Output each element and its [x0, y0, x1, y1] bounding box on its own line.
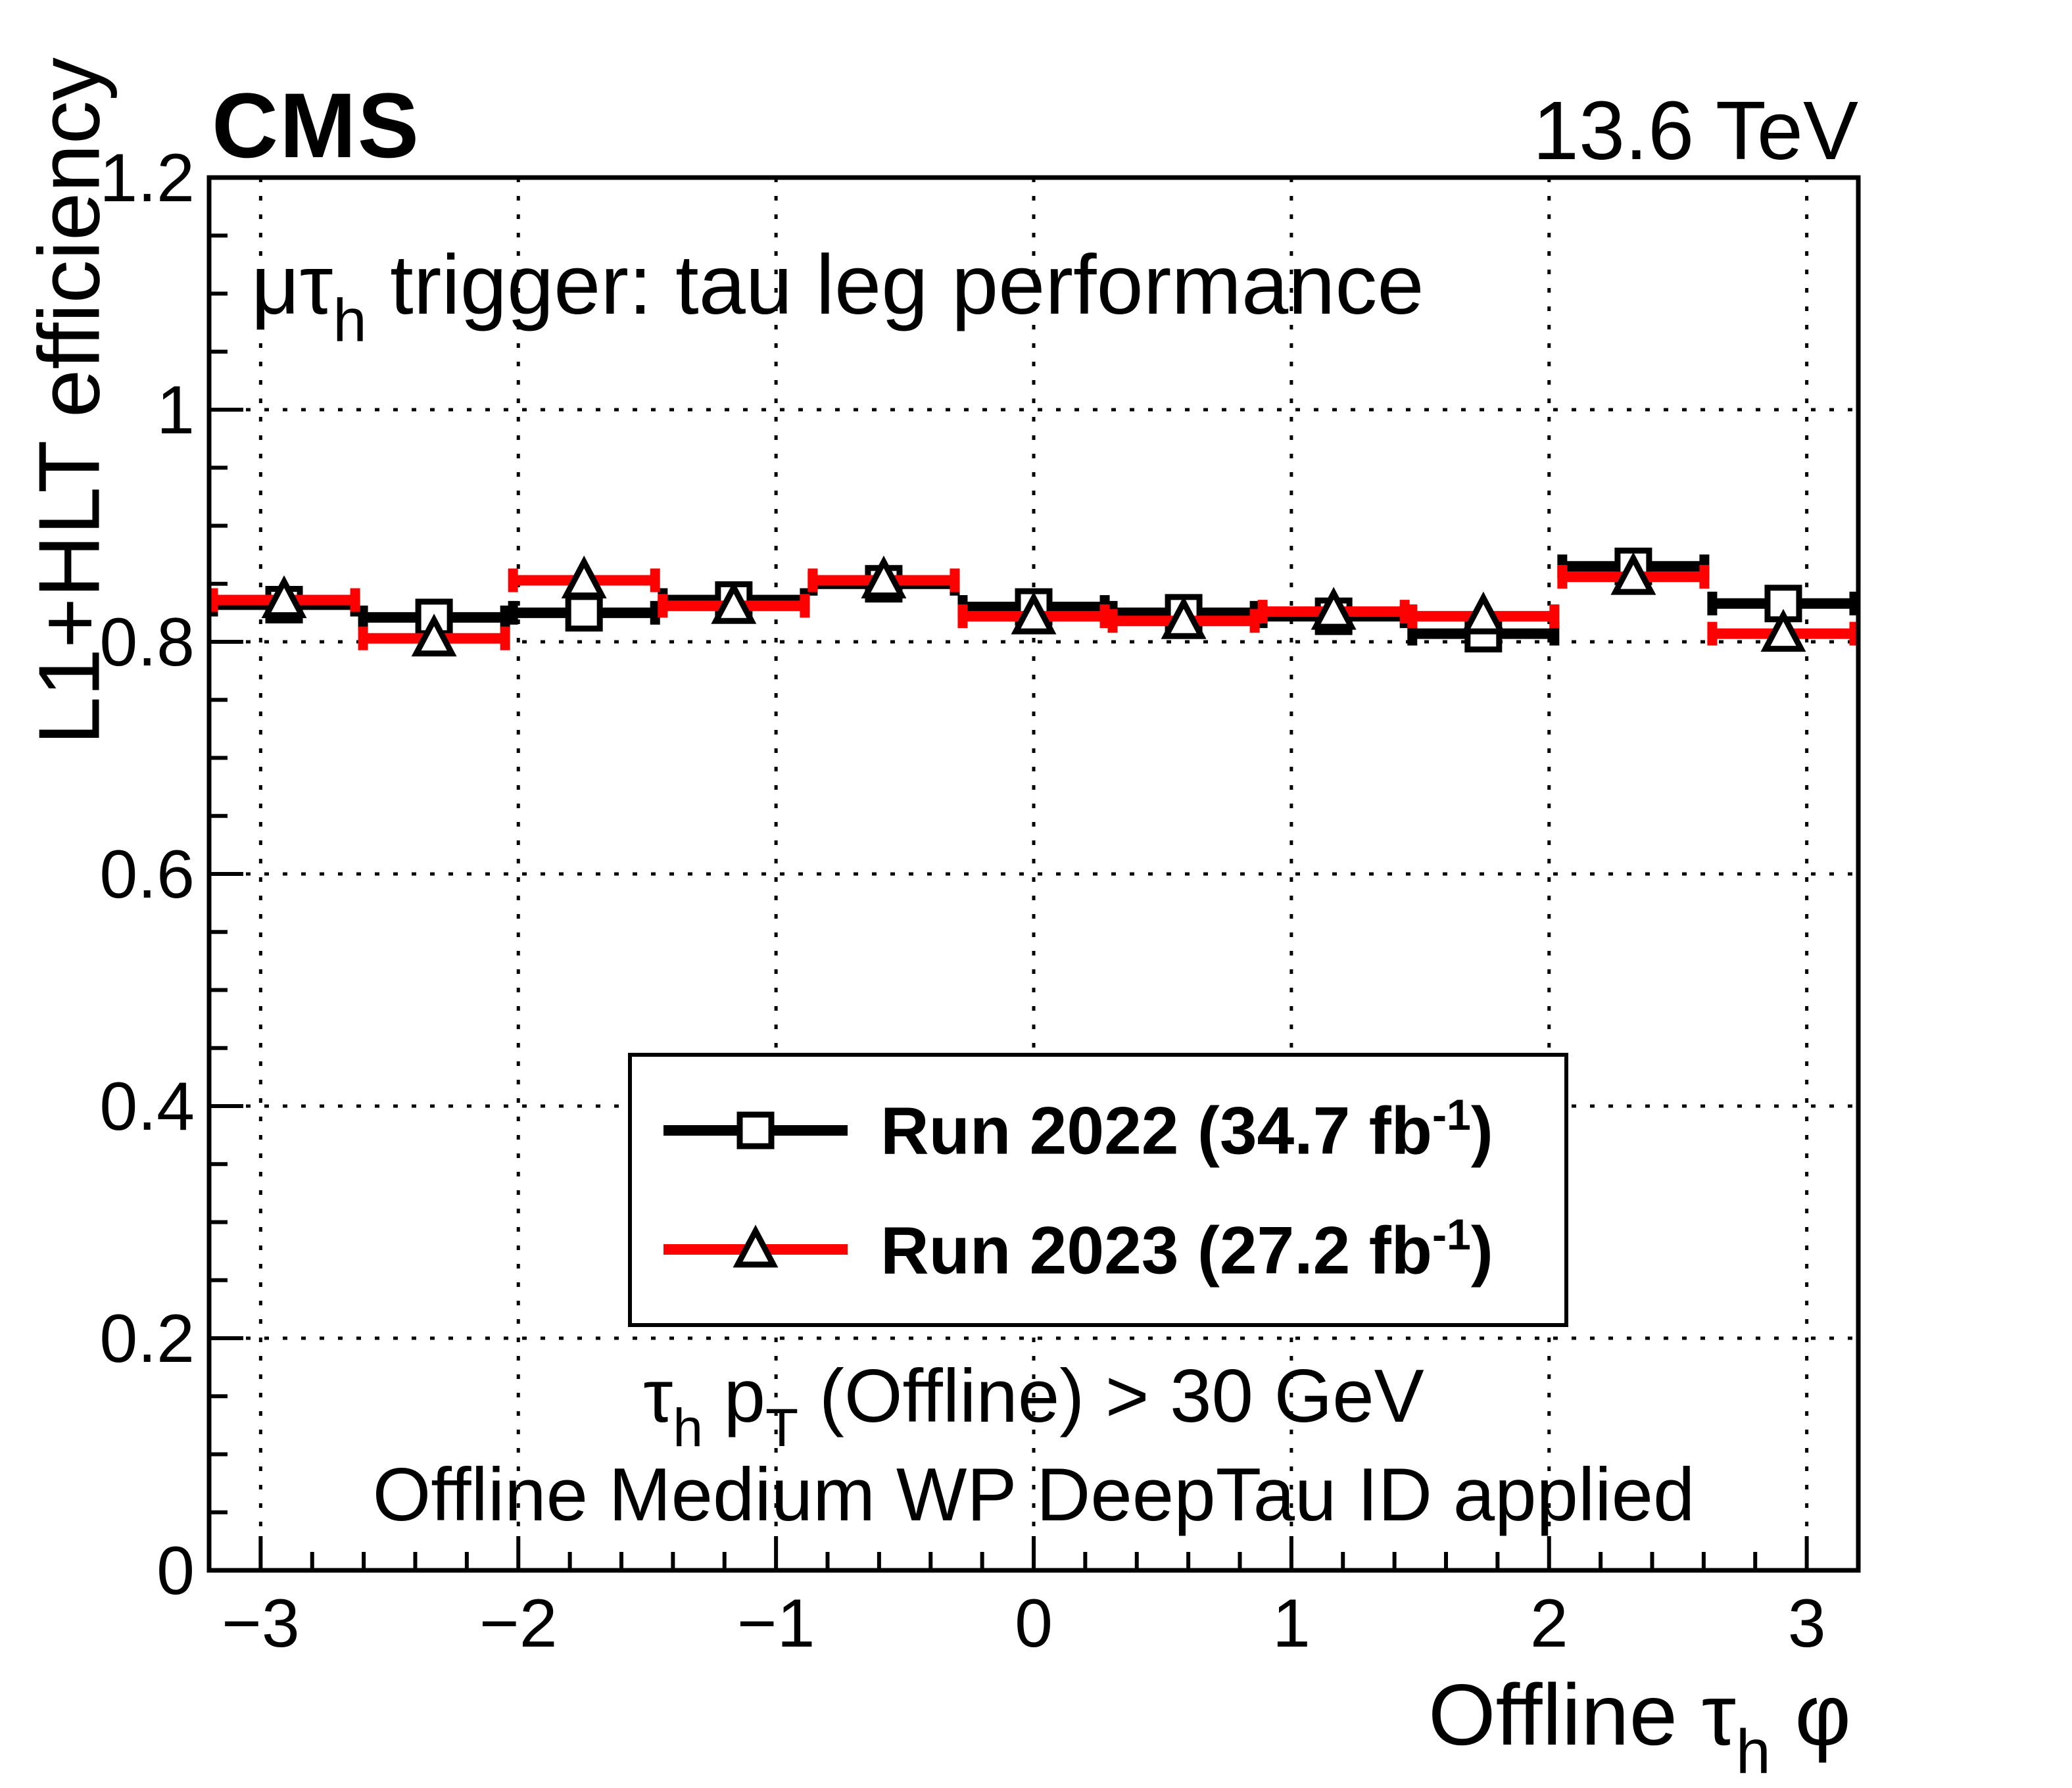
series-run2022-square-marker [565, 594, 603, 632]
series-run2023-triangle-marker [1311, 587, 1357, 630]
page: { "header": { "experiment": "CMS", "ener… [20, 57, 1861, 1787]
experiment-logo: CMS [212, 74, 421, 177]
series-run2023-triangle-marker [861, 555, 907, 598]
x-axis-title-post: φ [1770, 1666, 1851, 1763]
legend-label-part: ) [1470, 1213, 1493, 1288]
x-tick-label: 2 [1530, 1585, 1568, 1662]
series-run2023-triangle-marker [411, 614, 457, 657]
legend-sample-open-triangle [663, 1224, 848, 1268]
cut1-sub-T: T [765, 1397, 799, 1458]
x-tick-label: −3 [222, 1585, 300, 1662]
y-tick-label: 0.8 [99, 604, 195, 681]
plot-title-pre: μτ [251, 238, 333, 332]
efficiency-chart-canvas [206, 175, 1861, 1573]
legend-label-part: -1 [1432, 1091, 1471, 1140]
x-tick-label: 1 [1272, 1585, 1311, 1662]
series-run2023-triangle-marker [1161, 596, 1207, 639]
plot-title-sub: h [333, 286, 367, 354]
plot-frame [206, 175, 1861, 1573]
legend-label: Run 2022 (34.7 fb-1) [880, 1090, 1493, 1169]
energy-label: 13.6 TeV [1532, 84, 1858, 177]
legend-sample-open-square [663, 1111, 848, 1149]
x-tick-label: 3 [1787, 1585, 1826, 1662]
legend-label-part: Run 2022 (34.7 fb [880, 1093, 1432, 1169]
plot-title-post: trigger: tau leg performance [366, 238, 1424, 332]
y-tick-label: 0.2 [99, 1301, 195, 1377]
x-axis-title-sub: h [1735, 1716, 1771, 1787]
y-tick-label: 1.2 [99, 140, 195, 216]
series-run2023-triangle-marker [261, 575, 307, 618]
y-tick-label: 1 [157, 372, 195, 448]
legend-entry-run2022: Run 2022 (34.7 fb-1) [632, 1084, 1564, 1176]
series-run2023-triangle-marker [1460, 591, 1506, 635]
x-axis-title: Offline τh φ [1428, 1665, 1851, 1788]
series-run2023-triangle-marker [711, 581, 757, 624]
legend-entry-run2023: Run 2023 (27.2 fb-1) [632, 1203, 1564, 1295]
y-tick-label: 0.4 [99, 1069, 195, 1145]
series-run2023-triangle-marker [1011, 591, 1057, 635]
series-run2023-triangle-marker [561, 555, 607, 598]
legend-sample-marker [733, 1224, 779, 1268]
legend: Run 2022 (34.7 fb-1) Run 2023 (27.2 fb-1) [628, 1053, 1568, 1327]
x-tick-label: 0 [1015, 1585, 1053, 1662]
series-run2023-triangle-marker [1610, 552, 1656, 595]
plot-title: μτh trigger: tau leg performance [251, 237, 1424, 355]
series-run2023-triangle-marker [1760, 609, 1806, 652]
id-cut-annotation: Offline Medium WP DeepTau ID applied [372, 1453, 1695, 1537]
cut1-sub-h: h [673, 1397, 703, 1458]
y-tick-label: 0 [157, 1533, 195, 1609]
cut1-tau: τ [643, 1355, 673, 1438]
legend-label-part: ) [1470, 1093, 1493, 1169]
legend-sample-marker [736, 1111, 775, 1149]
y-tick-label: 0.6 [99, 836, 195, 913]
x-tick-label: −2 [479, 1585, 558, 1662]
cut1-rest: (Offline) > 30 GeV [798, 1355, 1424, 1438]
x-axis-title-pre: Offline τ [1428, 1666, 1736, 1763]
x-tick-label: −1 [736, 1585, 815, 1662]
selection-cut-annotation: τh pT (Offline) > 30 GeV [209, 1353, 1858, 1459]
legend-label: Run 2023 (27.2 fb-1) [880, 1210, 1493, 1289]
legend-label-part: -1 [1432, 1211, 1471, 1260]
legend-label-part: Run 2023 (27.2 fb [880, 1213, 1432, 1288]
cut1-p: p [702, 1355, 766, 1438]
